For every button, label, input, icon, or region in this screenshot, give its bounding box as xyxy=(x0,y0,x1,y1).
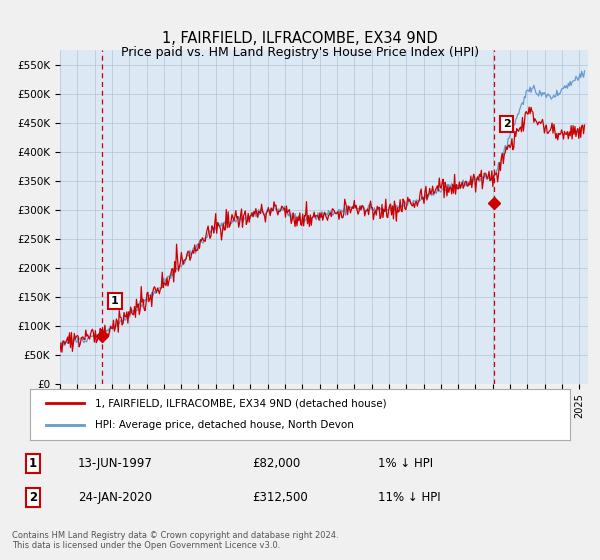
Text: 11% ↓ HPI: 11% ↓ HPI xyxy=(378,491,440,504)
Text: 1: 1 xyxy=(111,296,119,306)
Text: Price paid vs. HM Land Registry's House Price Index (HPI): Price paid vs. HM Land Registry's House … xyxy=(121,46,479,59)
Text: £82,000: £82,000 xyxy=(252,457,300,470)
Text: Contains HM Land Registry data © Crown copyright and database right 2024.
This d: Contains HM Land Registry data © Crown c… xyxy=(12,531,338,550)
Text: HPI: Average price, detached house, North Devon: HPI: Average price, detached house, Nort… xyxy=(95,421,353,431)
Text: 24-JAN-2020: 24-JAN-2020 xyxy=(78,491,152,504)
Text: 2: 2 xyxy=(503,119,511,129)
Text: 1% ↓ HPI: 1% ↓ HPI xyxy=(378,457,433,470)
Text: 1, FAIRFIELD, ILFRACOMBE, EX34 9ND: 1, FAIRFIELD, ILFRACOMBE, EX34 9ND xyxy=(162,31,438,46)
Text: 1: 1 xyxy=(29,457,37,470)
Text: 13-JUN-1997: 13-JUN-1997 xyxy=(78,457,153,470)
Text: 2: 2 xyxy=(29,491,37,504)
Text: £312,500: £312,500 xyxy=(252,491,308,504)
Text: 1, FAIRFIELD, ILFRACOMBE, EX34 9ND (detached house): 1, FAIRFIELD, ILFRACOMBE, EX34 9ND (deta… xyxy=(95,398,386,408)
